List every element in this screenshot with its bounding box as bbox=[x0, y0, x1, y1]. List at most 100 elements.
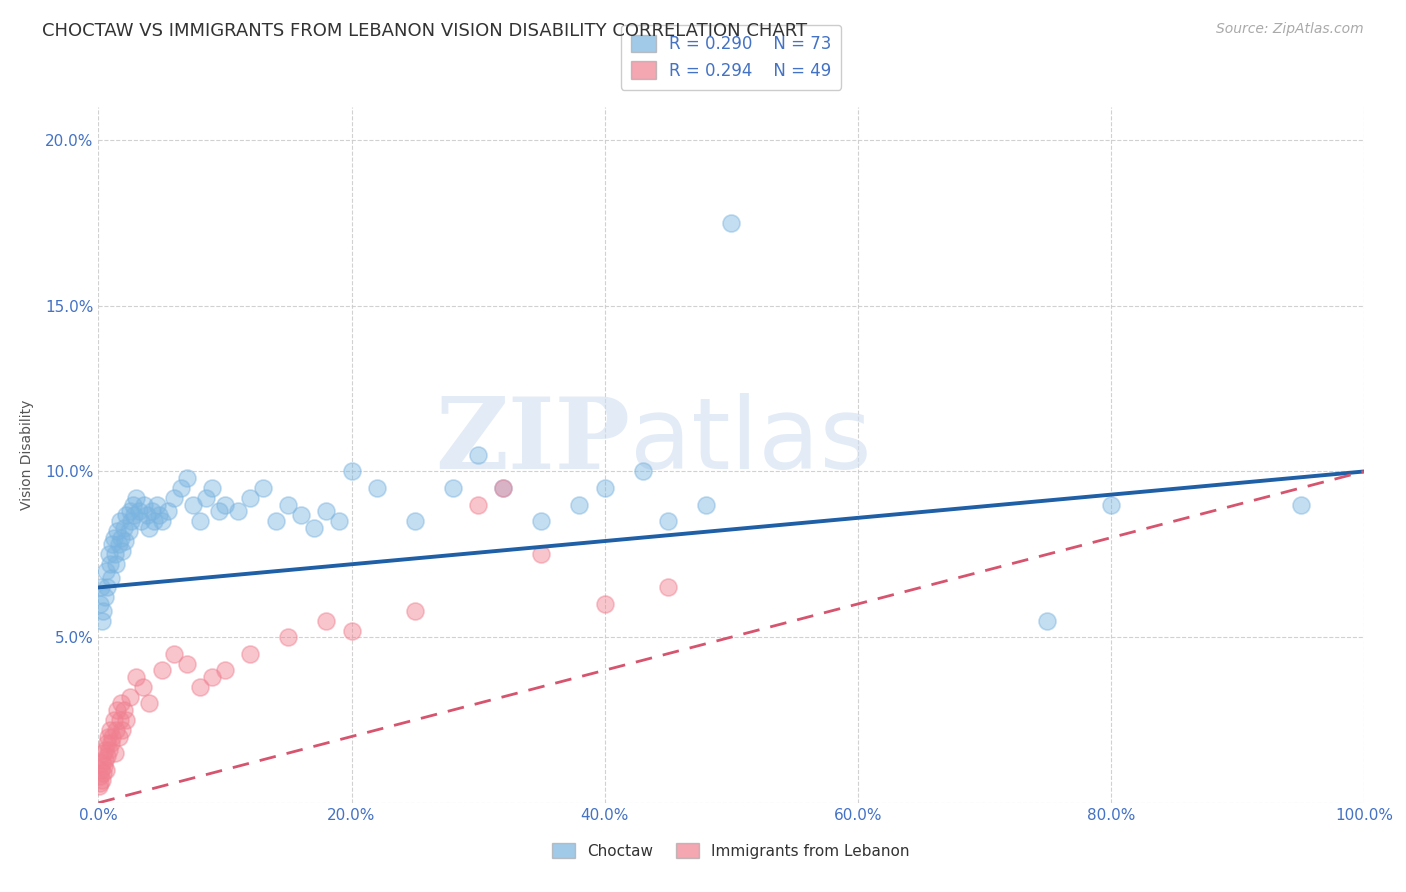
Point bbox=[328, 514, 350, 528]
Point bbox=[141, 504, 163, 518]
Point bbox=[98, 558, 121, 572]
Point bbox=[226, 504, 249, 518]
Point bbox=[90, 763, 112, 777]
Point bbox=[366, 481, 388, 495]
Point bbox=[467, 498, 489, 512]
Y-axis label: Vision Disability: Vision Disability bbox=[20, 400, 34, 510]
Point bbox=[720, 216, 742, 230]
Point bbox=[132, 680, 155, 694]
Point bbox=[302, 521, 325, 535]
Point bbox=[100, 570, 122, 584]
Point bbox=[111, 544, 134, 558]
Point bbox=[98, 723, 121, 737]
Point bbox=[150, 663, 173, 677]
Point bbox=[104, 547, 127, 561]
Point bbox=[91, 614, 114, 628]
Point bbox=[1099, 498, 1122, 512]
Point bbox=[201, 481, 224, 495]
Point bbox=[118, 524, 141, 538]
Point bbox=[120, 504, 141, 518]
Point bbox=[94, 743, 117, 757]
Point bbox=[107, 524, 129, 538]
Point bbox=[93, 591, 117, 605]
Point bbox=[89, 776, 111, 790]
Point bbox=[169, 481, 191, 495]
Point bbox=[107, 730, 129, 744]
Point bbox=[105, 723, 128, 737]
Point bbox=[107, 537, 129, 551]
Point bbox=[657, 514, 679, 528]
Point bbox=[530, 547, 553, 561]
Point bbox=[315, 504, 337, 518]
Point bbox=[657, 581, 679, 595]
Point bbox=[96, 581, 118, 595]
Point bbox=[91, 766, 114, 780]
Point bbox=[138, 697, 160, 711]
Point bbox=[593, 597, 616, 611]
Point bbox=[188, 514, 211, 528]
Text: Source: ZipAtlas.com: Source: ZipAtlas.com bbox=[1216, 22, 1364, 37]
Point bbox=[201, 670, 224, 684]
Point bbox=[340, 624, 363, 638]
Point bbox=[97, 730, 120, 744]
Point bbox=[208, 504, 231, 518]
Point bbox=[121, 498, 143, 512]
Point bbox=[176, 657, 198, 671]
Point bbox=[148, 508, 170, 522]
Point bbox=[110, 531, 132, 545]
Point bbox=[89, 769, 111, 783]
Point bbox=[90, 772, 112, 787]
Point bbox=[96, 736, 118, 750]
Legend: Choctaw, Immigrants from Lebanon: Choctaw, Immigrants from Lebanon bbox=[546, 837, 917, 864]
Point bbox=[404, 514, 426, 528]
Point bbox=[441, 481, 464, 495]
Point bbox=[112, 521, 135, 535]
Text: ZIP: ZIP bbox=[434, 392, 630, 490]
Point bbox=[1289, 498, 1312, 512]
Point bbox=[131, 514, 153, 528]
Point bbox=[143, 514, 166, 528]
Point bbox=[101, 537, 124, 551]
Point bbox=[340, 465, 363, 479]
Point bbox=[214, 663, 236, 677]
Point bbox=[93, 746, 115, 760]
Point bbox=[631, 465, 654, 479]
Point bbox=[214, 498, 236, 512]
Text: atlas: atlas bbox=[630, 392, 872, 490]
Point bbox=[97, 743, 120, 757]
Point bbox=[239, 491, 262, 505]
Point bbox=[93, 604, 115, 618]
Point bbox=[108, 713, 131, 727]
Point bbox=[145, 498, 167, 512]
Point bbox=[107, 703, 129, 717]
Point bbox=[530, 514, 553, 528]
Point bbox=[105, 558, 128, 572]
Point bbox=[93, 753, 117, 767]
Point bbox=[103, 713, 125, 727]
Point bbox=[163, 647, 186, 661]
Point bbox=[277, 498, 299, 512]
Point bbox=[188, 680, 211, 694]
Point bbox=[176, 471, 198, 485]
Point bbox=[125, 670, 148, 684]
Point bbox=[568, 498, 591, 512]
Point bbox=[128, 504, 150, 518]
Point bbox=[90, 581, 112, 595]
Point bbox=[91, 756, 114, 770]
Point bbox=[111, 723, 134, 737]
Point bbox=[252, 481, 274, 495]
Point bbox=[163, 491, 186, 505]
Point bbox=[115, 508, 138, 522]
Point bbox=[277, 630, 299, 644]
Point bbox=[94, 763, 117, 777]
Point bbox=[135, 508, 157, 522]
Point bbox=[492, 481, 515, 495]
Point bbox=[115, 713, 138, 727]
Point bbox=[108, 514, 131, 528]
Point bbox=[138, 521, 160, 535]
Point bbox=[492, 481, 515, 495]
Point bbox=[110, 697, 132, 711]
Point bbox=[157, 504, 180, 518]
Point bbox=[120, 514, 142, 528]
Point bbox=[104, 746, 127, 760]
